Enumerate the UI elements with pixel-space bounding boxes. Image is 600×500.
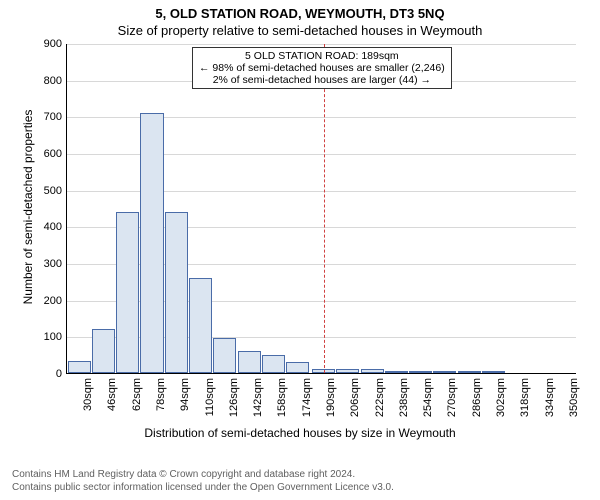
- ytick-label: 0: [0, 368, 62, 380]
- xtick-label: 254sqm: [422, 378, 434, 417]
- annotation-line: 5 OLD STATION ROAD: 189sqm: [199, 50, 445, 62]
- histogram-bar: [409, 371, 432, 373]
- xtick-label: 190sqm: [325, 378, 337, 417]
- plot-area: [66, 44, 576, 374]
- histogram-bar: [336, 369, 359, 373]
- ytick-label: 100: [0, 331, 62, 343]
- xtick-label: 238sqm: [398, 378, 410, 417]
- xtick-label: 174sqm: [301, 378, 313, 417]
- xtick-label: 110sqm: [204, 378, 216, 416]
- gridline: [67, 44, 576, 45]
- xtick-label: 78sqm: [155, 378, 167, 411]
- xtick-label: 126sqm: [228, 378, 240, 417]
- histogram-bar: [286, 362, 309, 373]
- y-axis-label: Number of semi-detached properties: [21, 97, 35, 317]
- histogram-bar: [458, 371, 481, 373]
- xtick-label: 270sqm: [446, 378, 458, 417]
- histogram-bar: [189, 278, 212, 373]
- xtick-label: 334sqm: [544, 378, 556, 417]
- ytick-label: 500: [0, 185, 62, 197]
- xtick-label: 158sqm: [276, 378, 288, 417]
- histogram-bar: [385, 371, 408, 373]
- histogram-bar: [433, 371, 456, 373]
- histogram-bar: [140, 113, 163, 373]
- annotation-box: 5 OLD STATION ROAD: 189sqm← 98% of semi-…: [192, 47, 452, 89]
- xtick-label: 62sqm: [131, 378, 143, 411]
- ytick-label: 700: [0, 111, 62, 123]
- xtick-label: 142sqm: [252, 378, 264, 417]
- xtick-label: 318sqm: [519, 378, 531, 417]
- x-axis-label: Distribution of semi-detached houses by …: [0, 426, 600, 440]
- histogram-bar: [116, 212, 139, 373]
- histogram-bar: [92, 329, 115, 373]
- xtick-label: 302sqm: [495, 378, 507, 417]
- ytick-label: 200: [0, 295, 62, 307]
- ytick-label: 900: [0, 38, 62, 50]
- histogram-bar: [238, 351, 261, 373]
- xtick-label: 30sqm: [82, 378, 94, 411]
- xtick-label: 46sqm: [106, 378, 118, 411]
- ytick-label: 300: [0, 258, 62, 270]
- xtick-label: 286sqm: [471, 378, 483, 417]
- annotation-line: ← 98% of semi-detached houses are smalle…: [199, 62, 445, 74]
- chart-title-line1: 5, OLD STATION ROAD, WEYMOUTH, DT3 5NQ: [0, 0, 600, 21]
- footer-line1: Contains HM Land Registry data © Crown c…: [12, 469, 394, 482]
- xtick-label: 206sqm: [349, 378, 361, 417]
- footer-attribution: Contains HM Land Registry data © Crown c…: [12, 469, 394, 494]
- histogram-bar: [68, 361, 91, 373]
- xtick-label: 94sqm: [179, 378, 191, 411]
- ytick-label: 400: [0, 221, 62, 233]
- histogram-bar: [213, 338, 236, 373]
- annotation-line: 2% of semi-detached houses are larger (4…: [199, 74, 445, 86]
- ytick-label: 600: [0, 148, 62, 160]
- histogram-bar: [262, 355, 285, 373]
- ytick-label: 800: [0, 75, 62, 87]
- histogram-bar: [165, 212, 188, 373]
- histogram-bar: [361, 369, 384, 373]
- chart-title-line2: Size of property relative to semi-detach…: [0, 21, 600, 38]
- xtick-label: 350sqm: [568, 378, 580, 417]
- figure-root: 5, OLD STATION ROAD, WEYMOUTH, DT3 5NQ S…: [0, 0, 600, 500]
- reference-line: [324, 44, 325, 373]
- xtick-label: 222sqm: [374, 378, 386, 417]
- footer-line2: Contains public sector information licen…: [12, 482, 394, 495]
- histogram-bar: [482, 371, 505, 373]
